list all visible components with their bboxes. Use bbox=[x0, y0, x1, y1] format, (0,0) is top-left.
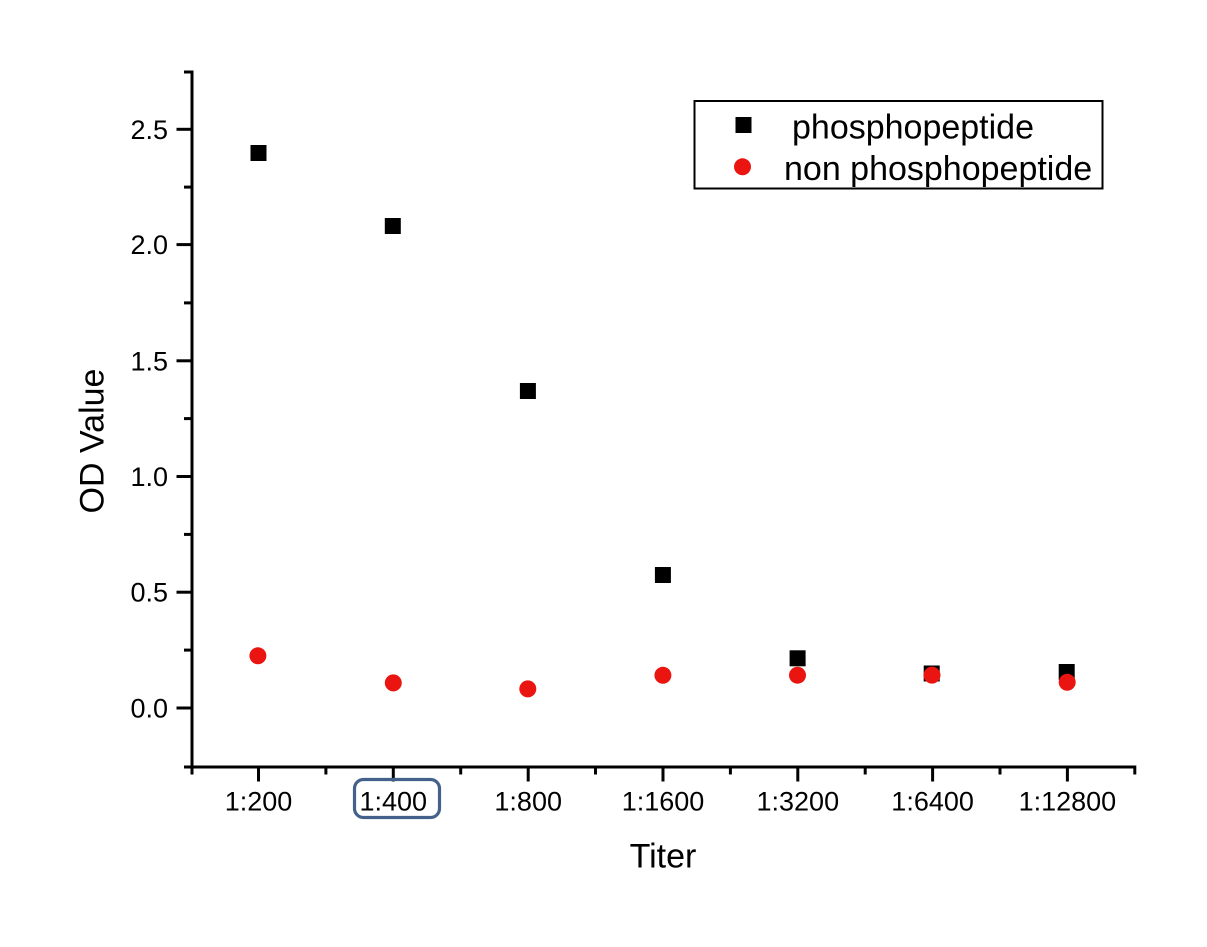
svg-text:OD Value: OD Value bbox=[74, 369, 112, 514]
svg-text:1:200: 1:200 bbox=[225, 787, 293, 817]
svg-text:2.0: 2.0 bbox=[130, 230, 168, 260]
svg-text:phosphopeptide: phosphopeptide bbox=[792, 109, 1034, 147]
svg-text:1:6400: 1:6400 bbox=[891, 787, 974, 817]
svg-text:1.0: 1.0 bbox=[130, 462, 168, 492]
svg-text:1:400: 1:400 bbox=[360, 787, 428, 817]
svg-text:non phosphopeptide: non phosphopeptide bbox=[784, 150, 1092, 188]
svg-text:1:800: 1:800 bbox=[494, 787, 562, 817]
svg-text:0.0: 0.0 bbox=[130, 694, 168, 724]
svg-text:1:1600: 1:1600 bbox=[622, 787, 705, 817]
svg-text:1.5: 1.5 bbox=[130, 346, 168, 376]
svg-text:0.5: 0.5 bbox=[130, 578, 168, 608]
svg-text:1:12800: 1:12800 bbox=[1019, 787, 1117, 817]
svg-text:Titer: Titer bbox=[630, 838, 697, 876]
svg-text:2.5: 2.5 bbox=[130, 115, 168, 145]
svg-text:1:3200: 1:3200 bbox=[757, 787, 840, 817]
